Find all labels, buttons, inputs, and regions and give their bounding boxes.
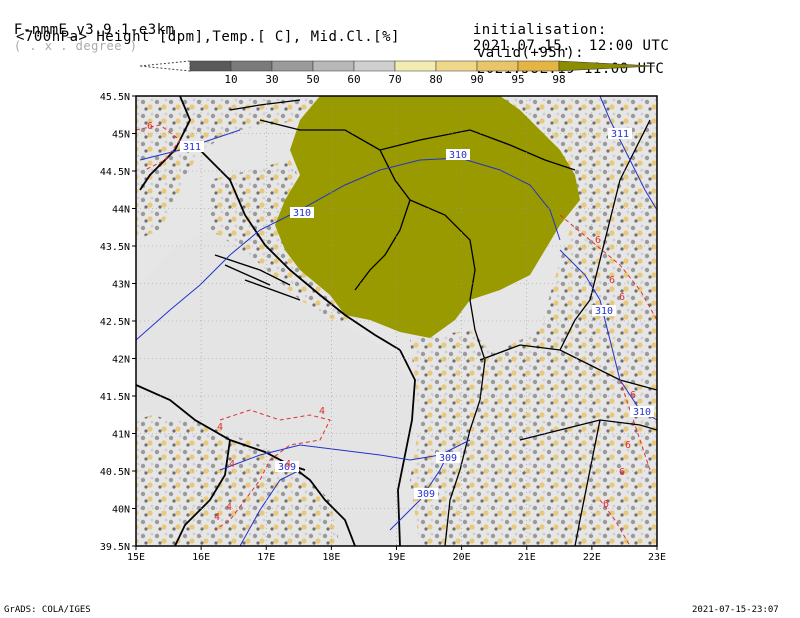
height-contour-label: 309	[278, 462, 296, 473]
latitude-label: 42N	[112, 355, 130, 366]
cloud-patches-italy	[136, 400, 360, 546]
temperature-contour-label: 4	[229, 459, 235, 470]
height-contour-label: 311	[183, 142, 201, 153]
longitude-label: 20E	[453, 552, 471, 563]
temperature-contour-label: 6	[619, 467, 625, 478]
temperature-contour-label: 4	[285, 459, 291, 470]
field-description: <700hPa> Height [dpm],Temp.[ C], Mid.Cl.…	[16, 29, 400, 45]
height-label-bg	[446, 149, 470, 160]
longitude-label: 22E	[583, 552, 601, 563]
height-contour-label: 310	[293, 208, 311, 219]
colorbar-tick-label: 10	[224, 73, 237, 86]
longitude-label: 21E	[518, 552, 536, 563]
latitude-label: 44N	[112, 205, 130, 216]
footer-timestamp: 2021-07-15-23:07	[692, 605, 779, 615]
colorbar-tick-label: 90	[470, 73, 483, 86]
latitude-labels: 45.5N 45N 44.5N 44N 43.5N 43N 42.5N 42N 41.5N 41N…	[100, 92, 136, 553]
colorbar-over-triangle	[558, 60, 656, 72]
colorbar-tick-label: 80	[429, 73, 442, 86]
init-time: initialisation: 2021.07.15. 12:00 UTC	[455, 6, 669, 54]
temperature-contour-label: 6	[625, 440, 631, 451]
adriatic-sea	[136, 230, 415, 546]
longitude-label: 15E	[127, 552, 145, 563]
height-label-bg	[275, 461, 299, 472]
coastlines	[136, 96, 416, 546]
height-contour-label: 311	[611, 129, 629, 140]
temperature-contour-label: 4	[319, 406, 325, 417]
longitude-label: 18E	[322, 552, 340, 563]
height-label-bg	[180, 141, 204, 152]
init-value: 2021.07.15. 12:00 UTC	[472, 38, 670, 54]
colorbar-tick-label: 50	[306, 73, 319, 86]
latitude-label: 45.5N	[100, 92, 130, 103]
height-contour-label: 310	[449, 150, 467, 161]
temperature-contour-label: 6	[609, 275, 615, 286]
latitude-label: 40N	[112, 505, 130, 516]
temperature-contour-label: 4	[214, 512, 220, 523]
colorbar-tick-label: 60	[347, 73, 360, 86]
temperature-contour-label: 6	[595, 235, 601, 246]
height-label-bg	[608, 128, 632, 139]
colorbar-tick-label: 70	[388, 73, 401, 86]
latitude-label: 40.5N	[100, 467, 130, 478]
latitude-label: 39.5N	[100, 542, 130, 553]
latitude-label: 42.5N	[100, 317, 130, 328]
latitude-label: 43N	[112, 280, 130, 291]
colorbar-tick-label: 98	[552, 73, 565, 86]
height-label-bg	[414, 488, 438, 499]
temperature-contours	[136, 124, 657, 546]
country-borders	[229, 99, 657, 546]
colorbar-under-triangle	[140, 60, 191, 72]
height-contour-label: 310	[633, 407, 651, 418]
latitude-label: 44.5N	[100, 167, 130, 178]
longitude-label: 17E	[257, 552, 275, 563]
longitude-label: 16E	[192, 552, 210, 563]
height-label-bg	[592, 305, 616, 316]
high-cloud-region	[275, 96, 580, 338]
cloud-patches-north	[136, 96, 420, 240]
temperature-contour-label: 4	[217, 422, 223, 433]
temperature-contour-label: 6	[630, 390, 636, 401]
longitude-label: 19E	[387, 552, 405, 563]
graticule	[136, 96, 657, 546]
temperature-contour-label: 6	[603, 499, 609, 510]
height-contour-label: 309	[439, 453, 457, 464]
height-contour-label: 310	[595, 306, 613, 317]
height-label-bg	[290, 207, 314, 218]
model-name: F-nmmE_v3.9.1-e3km	[13, 22, 175, 38]
height-label-bg	[630, 406, 654, 417]
footer-credit: GrADS: COLA/IGES	[4, 605, 91, 615]
longitude-labels: 15E 16E 17E 18E 19E 20E 21E 22E 23E	[127, 546, 666, 563]
valid-label: valid(+95h):	[476, 45, 585, 61]
projection-note: ( . x . degree )	[13, 39, 138, 53]
temperature-contour-label: 6	[147, 121, 153, 132]
temperature-contour-label: 4	[226, 502, 232, 513]
latitude-label: 41.5N	[100, 392, 130, 403]
colorbar-tick-label: 95	[511, 73, 524, 86]
latitude-label: 45N	[112, 130, 130, 141]
latitude-label: 43.5N	[100, 242, 130, 253]
latitude-label: 41N	[112, 430, 130, 441]
model-title: F-nmmE_v3.9.1-e3km ( . x . degree )	[0, 6, 175, 54]
height-contour-label: 309	[417, 489, 435, 500]
longitude-label: 23E	[648, 552, 666, 563]
temperature-contour-label: 6	[619, 292, 625, 303]
colorbar: 10 30 50 60 70 80 90 95 98	[140, 60, 656, 86]
height-label-bg	[436, 452, 460, 463]
init-label: initialisation:	[472, 22, 607, 38]
colorbar-tick-label: 30	[265, 73, 278, 86]
